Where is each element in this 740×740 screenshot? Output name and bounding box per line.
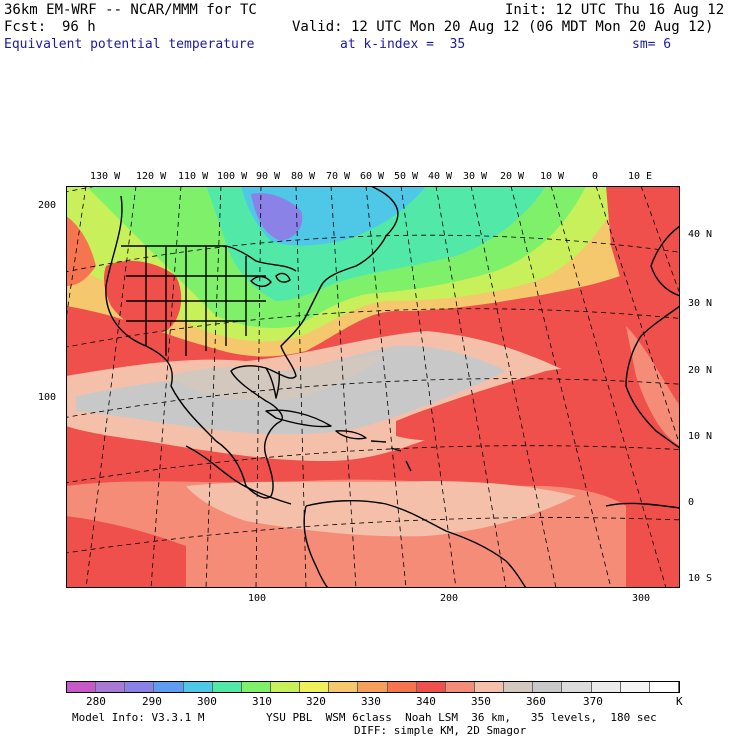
grid-x-label-300: 300 — [632, 593, 651, 604]
graticule — [66, 186, 680, 588]
model-info: Model Info: V3.3.1 M — [72, 711, 205, 724]
valid-time: Valid: 12 UTC Mon 20 Aug 12 (06 MDT Mon … — [292, 19, 714, 35]
lat-label-30n: 30 N — [688, 298, 713, 309]
colorbar-swatch — [591, 682, 621, 692]
lon-label-130w: 130 W — [90, 171, 121, 182]
map-panel — [66, 186, 680, 588]
coastlines — [105, 186, 680, 588]
colorbar-swatch — [270, 682, 301, 692]
lon-label-100w: 100 W — [217, 171, 248, 182]
grid-y-label-200: 200 — [38, 200, 57, 211]
colorbar-swatch — [300, 682, 330, 692]
field-name: Equivalent potential temperature — [4, 37, 255, 52]
colorbar-swatch — [241, 682, 271, 692]
colorbar-label-320: 320 — [306, 695, 326, 708]
field-atlantic-streak — [396, 368, 626, 441]
colorbar-swatch — [183, 682, 213, 692]
colorbar-swatch — [329, 682, 359, 692]
colorbar-label-280: 280 — [86, 695, 106, 708]
map-frame — [66, 186, 680, 588]
diffusion-info: DIFF: simple KM, 2D Smagor — [354, 724, 527, 737]
lon-label-110w: 110 W — [178, 171, 209, 182]
colorbar-swatch — [474, 682, 505, 692]
field-east-warm — [606, 186, 680, 588]
lat-label-eq: 0 — [688, 497, 695, 508]
colorbar-swatch — [416, 682, 446, 692]
lat-label-10n: 10 N — [688, 431, 713, 442]
forecast-label: Fcst: — [4, 19, 47, 35]
colorbar-swatch — [649, 682, 679, 692]
field-band-355 — [166, 354, 386, 401]
level-info: at k-index = 35 — [340, 37, 466, 52]
colorbar-swatch — [358, 682, 388, 692]
lon-label-120w: 120 W — [136, 171, 167, 182]
colorbar-swatch — [212, 682, 242, 692]
colorbar-label-290: 290 — [142, 695, 162, 708]
smoothing-info: sm= 6 — [632, 37, 672, 52]
colorbar-label-330: 330 — [361, 695, 381, 708]
lon-label-30w: 30 W — [463, 171, 488, 182]
lat-label-40n: 40 N — [688, 229, 713, 240]
colorbar-swatch — [562, 682, 592, 692]
lat-label-20n: 20 N — [688, 365, 713, 376]
grid-y-label-100: 100 — [38, 392, 57, 403]
lon-label-10e: 10 E — [628, 171, 653, 182]
field-sahara-edge — [626, 326, 680, 446]
lon-label-70w: 70 W — [326, 171, 351, 182]
colorbar-swatch — [387, 682, 417, 692]
lon-label-90w: 90 W — [256, 171, 281, 182]
theta-e-field-map — [66, 186, 680, 588]
lon-label-80w: 80 W — [291, 171, 316, 182]
field-west-warm — [103, 260, 182, 333]
colorbar-label-350: 350 — [471, 695, 491, 708]
model-title: 36km EM-WRF -- NCAR/MMM for TC — [4, 2, 257, 18]
colorbar-label-340: 340 — [416, 695, 436, 708]
colorbar-swatch — [445, 682, 475, 692]
lon-label-0: 0 — [592, 171, 599, 182]
field-south-pale — [186, 481, 576, 537]
lon-label-40w: 40 W — [428, 171, 453, 182]
grid-x-label-200: 200 — [440, 593, 459, 604]
field-south-west — [66, 516, 186, 588]
colorbar-label-370: 370 — [583, 695, 603, 708]
colorbar-swatch — [620, 682, 650, 692]
colorbar-label-310: 310 — [252, 695, 272, 708]
colorbar-swatch — [96, 682, 126, 692]
lon-label-50w: 50 W — [394, 171, 419, 182]
colorbar-units: K — [676, 695, 683, 708]
colorbar-swatch — [504, 682, 534, 692]
init-time: Init: 12 UTC Thu 16 Aug 12 — [505, 2, 725, 18]
forecast-hour: 96 h — [62, 19, 96, 35]
colorbar-label-300: 300 — [197, 695, 217, 708]
lon-label-60w: 60 W — [360, 171, 385, 182]
colorbar-swatch — [125, 682, 155, 692]
colorbar — [66, 681, 680, 693]
colorbar-swatch — [67, 682, 97, 692]
lat-label-10s: 10 S — [688, 573, 713, 584]
lon-label-10w: 10 W — [540, 171, 565, 182]
field-cold-core — [251, 193, 303, 241]
lon-label-20w: 20 W — [500, 171, 525, 182]
colorbar-label-360: 360 — [526, 695, 546, 708]
grid-x-label-100: 100 — [248, 593, 267, 604]
physics-info: YSU PBL WSM 6class Noah LSM 36 km, 35 le… — [266, 711, 657, 724]
colorbar-swatch — [533, 682, 563, 692]
colorbar-swatch — [154, 682, 184, 692]
